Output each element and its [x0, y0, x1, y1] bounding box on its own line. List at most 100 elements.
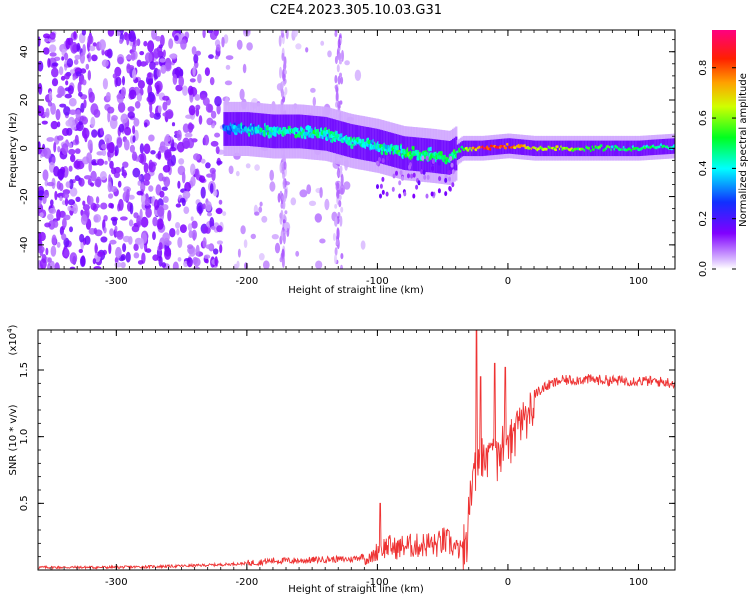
noise-cell [87, 70, 92, 81]
signal-core [248, 125, 253, 130]
signal-core [555, 145, 559, 149]
noise-cell [129, 89, 137, 100]
noise-cell [125, 251, 131, 263]
signal-core [527, 146, 531, 150]
noise-cell [155, 35, 162, 42]
noise-cell [282, 232, 286, 245]
signal-core [627, 147, 632, 151]
noise-cell [206, 117, 214, 126]
noise-cell [190, 163, 196, 176]
noise-cell [354, 69, 362, 82]
noise-cell [280, 209, 284, 221]
noise-cell [87, 195, 94, 206]
noise-cell [340, 76, 344, 85]
noise-cell [64, 87, 71, 92]
noise-cell [144, 52, 153, 63]
noise-cell [52, 220, 59, 228]
noise-cell [237, 248, 241, 258]
noise-cell [395, 170, 398, 176]
noise-cell [152, 216, 158, 227]
noise-cell [282, 230, 286, 236]
noise-cell [148, 134, 155, 142]
noise-cell [61, 233, 67, 241]
signal-core [537, 147, 541, 151]
noise-cell [339, 100, 343, 105]
noise-cell [315, 260, 323, 269]
noise-cell [114, 149, 118, 157]
noise-cell [448, 176, 451, 182]
snr-background [38, 330, 675, 570]
noise-cell [177, 237, 183, 248]
noise-cell [209, 217, 215, 229]
noise-cell [214, 96, 222, 107]
noise-cell [165, 109, 174, 120]
noise-cell [153, 48, 161, 59]
noise-cell [422, 169, 426, 175]
noise-cell [338, 200, 342, 208]
noise-cell [195, 168, 200, 179]
noise-cell [205, 201, 212, 212]
noise-cell [340, 206, 344, 213]
noise-cell [185, 114, 193, 119]
signal-band [491, 139, 494, 156]
noise-cell [282, 74, 286, 82]
noise-cell [156, 84, 160, 95]
noise-cell [68, 165, 73, 172]
x-tick-label: -300 [105, 276, 128, 287]
noise-cell [70, 207, 77, 212]
noise-cell [190, 176, 196, 187]
noise-cell [67, 199, 75, 206]
noise-cell [107, 30, 115, 37]
noise-cell [235, 170, 240, 177]
noise-cell [74, 117, 79, 125]
noise-cell [162, 101, 168, 111]
signal-band [611, 140, 614, 157]
noise-cell [117, 180, 122, 188]
noise-cell [87, 139, 93, 151]
noise-cell [444, 177, 448, 183]
noise-cell [76, 121, 84, 132]
noise-cell [48, 90, 53, 101]
noise-cell [182, 190, 191, 199]
noise-cell [284, 70, 287, 75]
noise-cell [137, 180, 142, 186]
signal-core [438, 155, 442, 160]
noise-cell [391, 186, 395, 192]
signal-band [506, 138, 510, 154]
noise-cell [210, 110, 217, 119]
noise-cell [43, 33, 51, 39]
noise-cell [88, 161, 92, 173]
noise-cell [69, 109, 77, 115]
x-tick-label: -200 [236, 577, 259, 588]
noise-cell [168, 38, 174, 49]
noise-cell [101, 149, 107, 156]
signal-core [513, 146, 517, 150]
noise-cell [208, 54, 214, 59]
noise-cell [104, 134, 113, 144]
noise-cell [88, 91, 95, 103]
noise-cell [215, 44, 221, 52]
noise-cell [194, 94, 201, 101]
noise-cell [122, 169, 127, 179]
signal-band [481, 140, 484, 157]
noise-cell [100, 127, 104, 136]
noise-cell [90, 182, 95, 187]
noise-cell [379, 193, 382, 199]
noise-cell [239, 88, 245, 101]
signal-core [310, 134, 315, 139]
noise-cell [417, 180, 421, 186]
noise-cell [203, 134, 210, 146]
noise-cell [64, 93, 72, 99]
noise-cell [143, 172, 151, 181]
noise-cell [193, 257, 201, 267]
noise-cell [335, 238, 339, 246]
signal-core [384, 144, 389, 150]
svg-text:(x104): (x104) [6, 324, 19, 355]
noise-cell [143, 162, 149, 174]
noise-cell [120, 216, 128, 221]
figure-title: C2E4.2023.305.10.03.G31 [270, 3, 442, 18]
noise-cell [381, 158, 385, 163]
noise-cell [189, 93, 194, 103]
noise-cell [86, 54, 90, 59]
noise-cell [319, 187, 323, 199]
